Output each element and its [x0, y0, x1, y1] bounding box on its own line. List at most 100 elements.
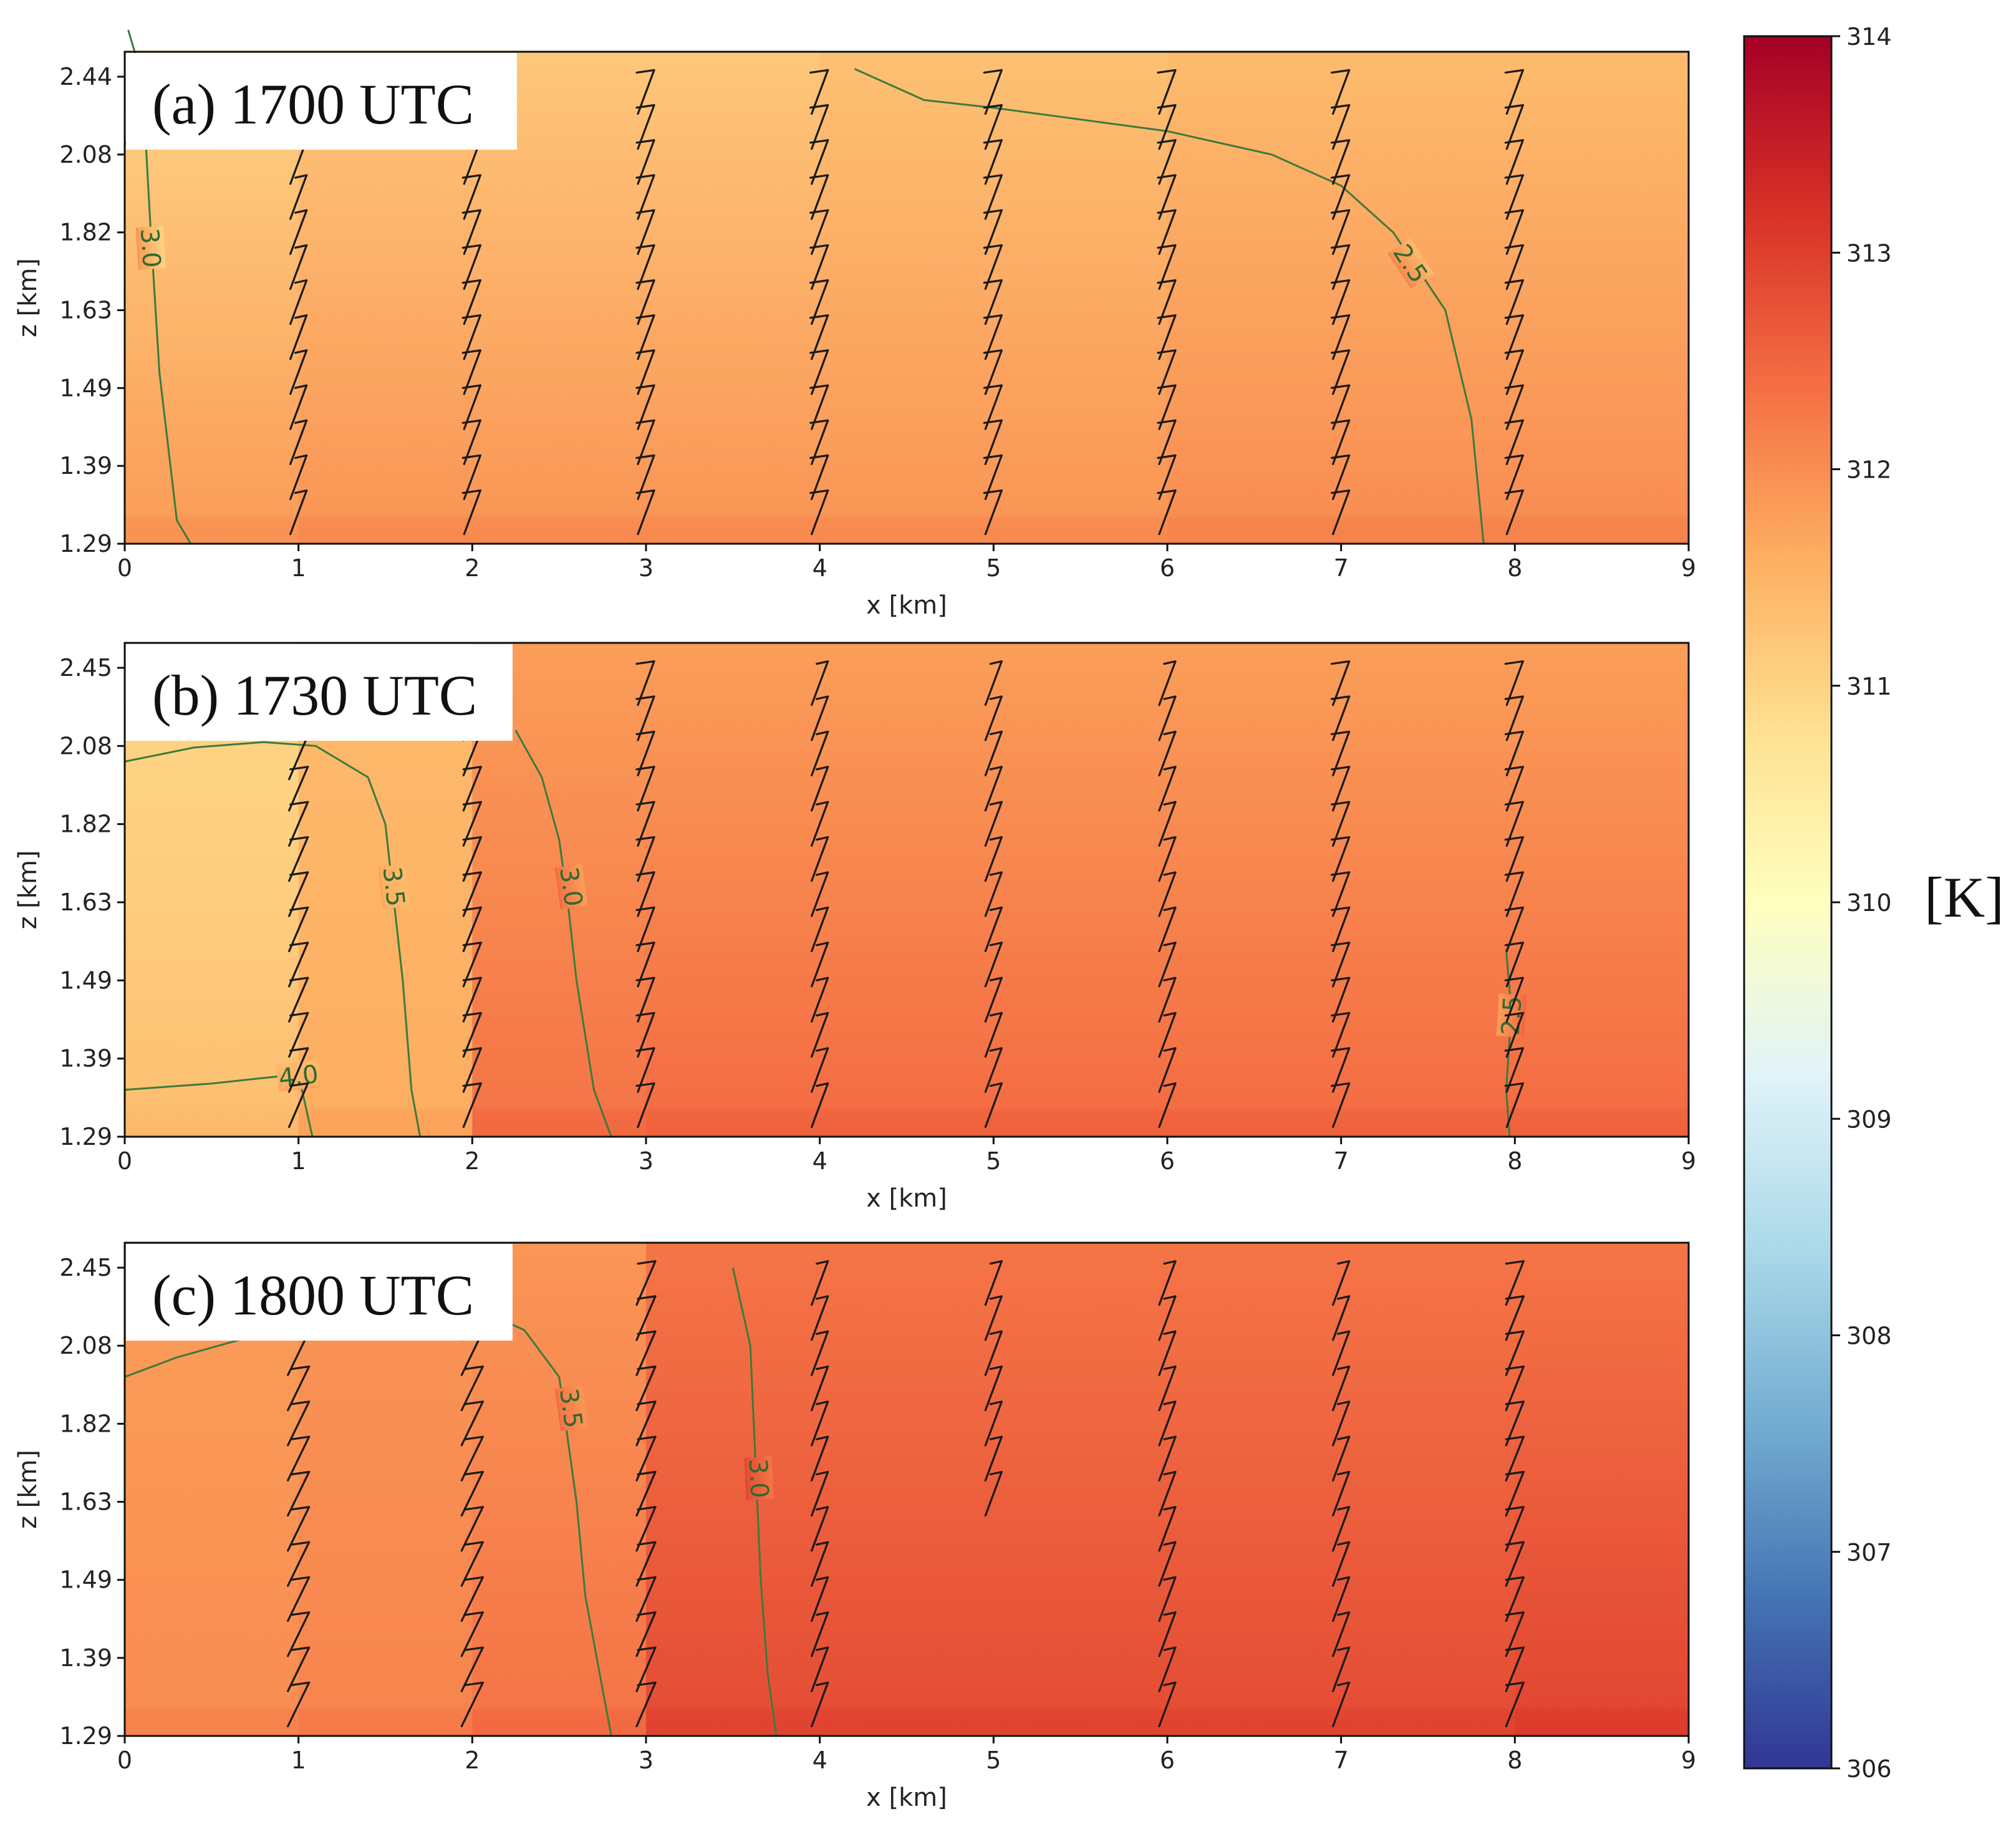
wind-barb-staff [1505, 489, 1524, 536]
contour-line [854, 68, 1485, 544]
wind-barb-flag [816, 942, 829, 947]
wind-barb-staff [984, 139, 1003, 185]
wind-barb-staff [460, 1435, 484, 1482]
wind-barb-staff [289, 279, 308, 325]
wind-barb-staff [984, 104, 1003, 150]
wind-barb-staff [1332, 1470, 1351, 1517]
wind-barb-staff [984, 1082, 1003, 1129]
wind-barb-flag [1337, 1506, 1351, 1511]
wind-barb-flag [989, 1082, 1003, 1087]
wind-barb-staff [811, 801, 829, 847]
heatmap-column [1341, 52, 1515, 544]
wind-barb-flag [816, 1470, 829, 1476]
wind-barb-staff [1505, 801, 1524, 847]
wind-barb-staff [1158, 1047, 1177, 1093]
y-axis-label: z [km] [14, 258, 42, 337]
contour-label-bg [554, 1385, 588, 1432]
wind-barb-flag [1163, 1082, 1177, 1087]
x-tick-label: 0 [117, 1147, 132, 1175]
wind-barb-staff [1505, 209, 1524, 255]
colorbar-tick-label: 311 [1846, 673, 1892, 700]
wind-barb-staff [289, 174, 308, 220]
wind-barb-staff [1158, 801, 1177, 847]
wind-barb-staff [811, 1435, 829, 1482]
wind-barb-staff [1158, 419, 1177, 465]
wind-barb-staff [635, 1611, 657, 1657]
wind-barb-staff [1505, 1576, 1525, 1622]
wind-barb-staff [463, 419, 481, 465]
x-tick-label: 1 [291, 1747, 306, 1774]
wind-barb-flag [637, 1365, 657, 1371]
wind-barb-staff [811, 906, 829, 953]
wind-barb-staff [811, 660, 829, 706]
heatmap-column [646, 643, 821, 1137]
y-tick-label: 1.82 [59, 811, 112, 838]
wind-barb-flag [637, 1681, 657, 1687]
panel-2: 3.5 3.04.02.50 1 2 3 4 5 6 7 8 9x [km]1.291.391.49… [14, 642, 1696, 1213]
wind-barb-staff [287, 1646, 311, 1692]
wind-barb-staff [637, 942, 655, 988]
heatmap-column [646, 52, 821, 544]
wind-barb-flag [637, 1576, 657, 1581]
heatmap-column [1341, 1243, 1515, 1736]
wind-barb-flag [816, 836, 829, 841]
wind-barb-flag [1337, 1365, 1351, 1371]
wind-barb-flag [294, 314, 308, 319]
wind-barb-staff [811, 1047, 829, 1093]
wind-barb-flag [1163, 801, 1177, 806]
wind-barb-flag [1337, 1646, 1351, 1651]
wind-barb-staff [637, 314, 655, 360]
wind-barb-flag [637, 1611, 657, 1616]
wind-barb-flag [1331, 660, 1351, 665]
wind-barb-staff [1332, 1365, 1351, 1412]
contour-label-bg [378, 864, 410, 910]
wind-barb-staff [463, 279, 481, 325]
x-tick-label: 3 [639, 1747, 654, 1774]
wind-barb-flag [1163, 1646, 1177, 1651]
x-tick-label: 2 [465, 554, 480, 582]
wind-barb-staff [288, 942, 309, 988]
wind-barb-staff [1505, 104, 1524, 150]
wind-barb-staff [288, 1082, 309, 1129]
y-tick-label: 2.08 [59, 141, 112, 168]
wind-barb-staff [288, 801, 309, 847]
wind-barb-staff [811, 766, 829, 812]
wind-barb-staff [462, 1047, 482, 1093]
wind-barb-staff [287, 1470, 311, 1517]
wind-barb-staff [635, 1260, 657, 1306]
wind-barb-flag [291, 1470, 311, 1476]
wind-barb-staff [288, 836, 309, 882]
wind-barb-staff [984, 695, 1003, 741]
wind-barb-staff [1332, 1576, 1351, 1622]
wind-barb-flag [1163, 1470, 1177, 1476]
colorbar-label: [K] [1924, 865, 2004, 929]
panel-title-box [126, 1244, 513, 1341]
wind-barb-staff [984, 1400, 1003, 1447]
wind-barb-staff [811, 730, 829, 777]
wind-barb-staff [984, 730, 1003, 777]
x-tick-label: 9 [1681, 1747, 1696, 1774]
colorbar-bar [1743, 35, 1833, 1770]
wind-barb-staff [1158, 1506, 1177, 1552]
y-axis-label: z [km] [14, 850, 42, 929]
y-tick-label: 1.29 [59, 1722, 112, 1750]
wind-barb-staff [287, 1541, 311, 1587]
wind-barb-flag [989, 660, 1003, 665]
wind-barb-flag [291, 1400, 311, 1405]
wind-barb-flag [1163, 906, 1177, 912]
wind-barb-staff [288, 871, 309, 917]
wind-barb-staff [462, 766, 482, 812]
y-tick-label: 1.63 [59, 889, 112, 916]
wind-barb-flag [464, 1646, 484, 1651]
wind-barb-staff [1332, 695, 1351, 741]
contour-label: 3.5 [377, 865, 410, 908]
wind-barb-flag [1337, 1260, 1351, 1265]
wind-barb-staff [288, 906, 309, 953]
wind-barb-staff [460, 1681, 484, 1728]
wind-barb-flag [1337, 1576, 1351, 1581]
wind-barb-staff [462, 1011, 482, 1058]
wind-barb-staff [288, 1047, 309, 1093]
wind-barb-flag [1163, 1681, 1177, 1687]
wind-barb-staff [1158, 1082, 1177, 1129]
wind-barb-staff [287, 1506, 311, 1552]
